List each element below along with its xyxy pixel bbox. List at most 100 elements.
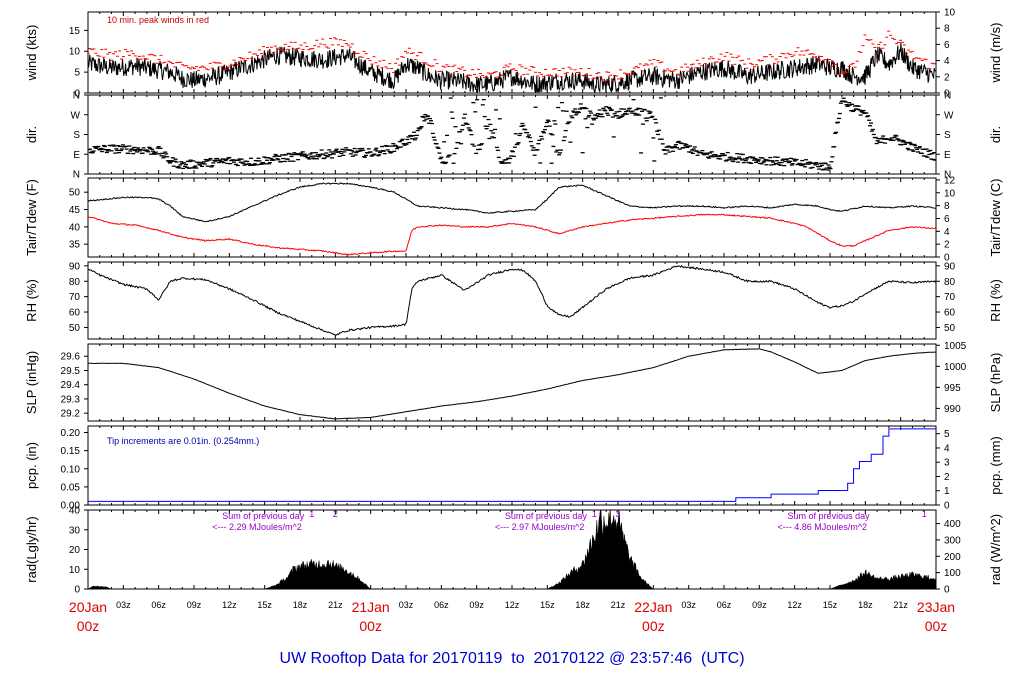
- hour-tick-label: 06z: [151, 600, 166, 610]
- y-tick-label: 29.2: [61, 409, 81, 420]
- y-tick-label: 0.05: [61, 482, 81, 493]
- hour-tick-label: 15z: [540, 600, 555, 610]
- y-tick-label: 40: [69, 222, 81, 233]
- y-tick-label-right: W: [944, 110, 954, 121]
- y-tick-label: 29.4: [61, 380, 81, 391]
- y-tick-label: 5: [74, 68, 80, 79]
- day-label-zulu: 00z: [77, 618, 100, 634]
- y-tick-label: 45: [69, 205, 81, 216]
- day-label-zulu: 00z: [925, 618, 948, 634]
- y-tick-label-right: 0: [944, 585, 950, 596]
- y-tick-label: N: [73, 170, 80, 181]
- hour-tick-label: 03z: [399, 600, 414, 610]
- y-tick-label: 40: [69, 506, 81, 517]
- panel-rh: 50 60 70 80 90 50 60 70 80 90 RH (%) RH (%): [24, 261, 1003, 340]
- y-axis-label: wind (kts): [24, 25, 39, 82]
- y-tick-label: 15: [69, 26, 81, 37]
- y-tick-label: 20: [69, 545, 81, 556]
- y-axis-label: Tair/Tdew (F): [24, 179, 39, 256]
- slp-series-line: [88, 348, 936, 420]
- day-label-date: 23Jan: [917, 599, 955, 615]
- y-tick-label: 10: [69, 47, 81, 58]
- rad-annotation-value: <--- 2.97 MJoules/m^2: [495, 522, 585, 532]
- hour-tick-label: 18z: [293, 600, 308, 610]
- y-tick-label-right: 10: [944, 8, 956, 19]
- plot-area: [88, 428, 936, 502]
- y-tick-label-right: 0: [944, 89, 950, 100]
- y-axis-label-right: Tair/Tdew (C): [988, 178, 1003, 256]
- y-tick-label-right: 70: [944, 292, 956, 303]
- hour-tick-label: 06z: [434, 600, 449, 610]
- hour-tick-label: 09z: [469, 600, 484, 610]
- tdew-series-line: [88, 213, 936, 256]
- y-tick-label-right: 1000: [944, 362, 967, 373]
- y-axis-label-right: SLP (hPa): [988, 353, 1003, 413]
- y-tick-label-right: 4: [944, 227, 950, 238]
- wind-series-line: [88, 42, 936, 93]
- rad-marker: 1: [309, 509, 314, 519]
- y-tick-label-right: 300: [944, 535, 961, 546]
- rad-annotation-title: Sum of previous day: [788, 511, 871, 521]
- hour-tick-label: 21z: [328, 600, 343, 610]
- y-tick-label-right: 12: [944, 175, 956, 186]
- day-label-date: 21Jan: [352, 599, 390, 615]
- y-tick-label: 29.6: [61, 352, 81, 363]
- y-tick-label: 30: [69, 525, 81, 536]
- y-tick-label-right: 3: [944, 458, 950, 469]
- y-axis-label: dir.: [24, 126, 39, 143]
- y-tick-label: 0.15: [61, 446, 81, 457]
- rad-marker: 3: [615, 509, 620, 519]
- day-label-date: 22Jan: [634, 599, 672, 615]
- y-axis-label: SLP (inHg): [24, 351, 39, 414]
- y-axis-label: pcp. (in): [24, 442, 39, 489]
- y-tick-label-right: 100: [944, 568, 961, 579]
- hour-tick-label: 12z: [222, 600, 237, 610]
- hour-tick-label: 15z: [823, 600, 838, 610]
- y-tick-label: 0.10: [61, 464, 81, 475]
- hour-tick-label: 15z: [257, 600, 272, 610]
- footer-title: UW Rooftop Data for 20170119 to 20170122…: [279, 650, 745, 667]
- y-tick-label-right: 1005: [944, 341, 967, 352]
- y-tick-label-right: 50: [944, 323, 956, 334]
- y-axis-label-right: dir.: [988, 126, 1003, 143]
- y-tick-label-right: 80: [944, 277, 956, 288]
- y-axis-label: RH (%): [24, 279, 39, 322]
- y-tick-label-right: 990: [944, 404, 961, 415]
- y-tick-label: N: [73, 91, 80, 102]
- y-tick-label-right: 8: [944, 201, 950, 212]
- y-tick-label-right: 5: [944, 429, 950, 440]
- y-tick-label-right: E: [944, 150, 951, 161]
- y-tick-label-right: 2: [944, 72, 950, 83]
- y-tick-label-right: 2: [944, 472, 950, 483]
- y-tick-label: 10: [69, 565, 81, 576]
- precip-series-line: [88, 428, 936, 502]
- plot-area: [88, 264, 936, 337]
- hour-tick-label: 06z: [717, 600, 732, 610]
- rad-annotation-value: <--- 4.86 MJoules/m^2: [778, 522, 868, 532]
- y-axis-label-right: rad (W/m^2): [988, 514, 1003, 585]
- hour-tick-label: 21z: [611, 600, 626, 610]
- plot-area: [88, 30, 936, 93]
- y-tick-label: 80: [69, 277, 81, 288]
- pcp-annotation: Tip increments are 0.01in. (0.254mm.): [107, 436, 259, 446]
- y-tick-label-right: 6: [944, 40, 950, 51]
- hour-tick-label: 03z: [681, 600, 696, 610]
- rad-marker: 1: [922, 509, 927, 519]
- rad-annotation-value: <--- 2.29 MJoules/m^2: [212, 522, 302, 532]
- tair-series-line: [88, 182, 936, 223]
- wind-annotation: 10 min. peak winds in red: [107, 15, 209, 25]
- rad-annotation-title: Sum of previous day: [222, 511, 305, 521]
- y-tick-label: 0.20: [61, 428, 81, 439]
- y-tick-label-right: 6: [944, 214, 950, 225]
- y-tick-label: 60: [69, 308, 81, 319]
- time-axis: 03z 06z 09z 12z 15z 18z 21z 03z 06z 09z 12z 15z 18z 2…: [69, 599, 955, 634]
- rh-series-line: [88, 264, 936, 337]
- panel-temp: 35 40 45 50 0 2 4 6 8 10 12 Tair/Tdew (F) Tair/Tdew …: [24, 175, 1003, 263]
- rad-marker: 1: [592, 509, 597, 519]
- y-tick-label: 90: [69, 261, 81, 272]
- y-tick-label-right: 90: [944, 261, 956, 272]
- rad-marker: 2: [333, 509, 338, 519]
